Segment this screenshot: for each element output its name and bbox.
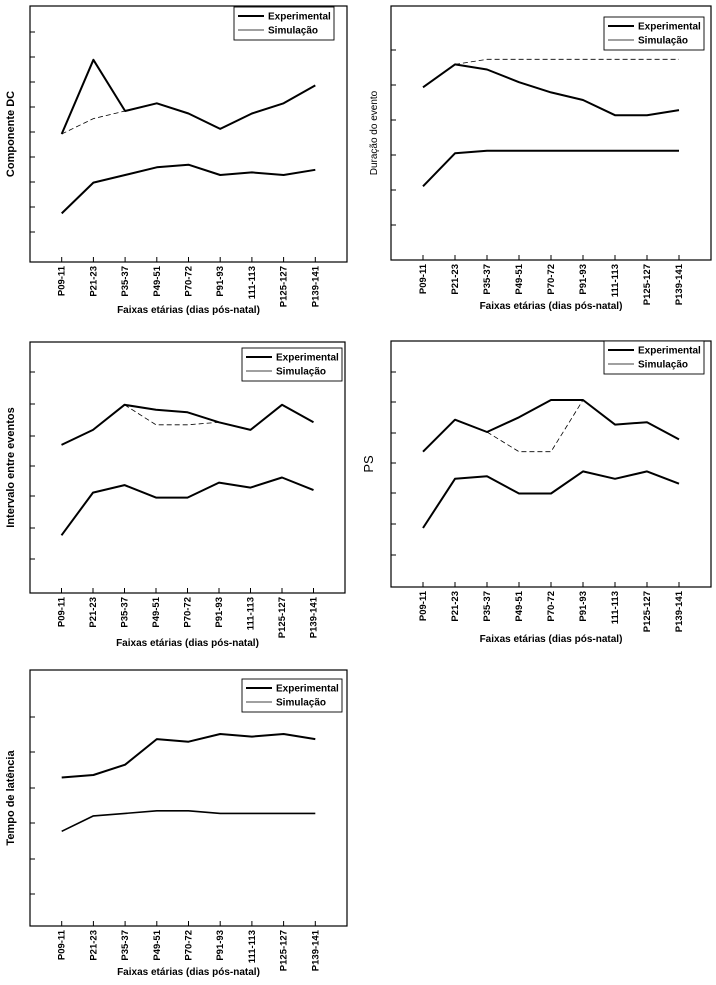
legend-label-experimental: Experimental [638,22,701,33]
plot-frame [29,5,348,263]
legend-label-experimental: Experimental [276,353,339,364]
series-line-experimental-upper [61,733,316,779]
legend-label-experimental: Experimental [276,684,339,695]
chart-2: P09-11 P21-23 P35-37 P49-51 P70-72 P91-93 111-… [369,5,712,312]
legend-label-experimental: Experimental [638,346,701,357]
x-tick-label: P125-127 [279,266,290,307]
y-axis-label: Componente DC [5,91,17,177]
series-line-experimental-upper [61,403,314,446]
y-axis-label: Duração do evento [369,90,380,175]
x-tick-label: P125-127 [642,591,653,632]
x-tick-label: P35-37 [482,264,493,295]
series-line-simulacao-dashed [486,399,584,453]
x-axis-label: Faixas etárias (dias pós-natal) [480,301,623,312]
x-axis-label: Faixas etárias (dias pós-natal) [116,638,259,649]
x-tick-label: P49-51 [152,265,163,296]
x-tick-label: P91-93 [215,930,226,961]
legend-label-experimental: Experimental [268,12,331,23]
series-line-experimental-lower [422,470,680,529]
legend-label-simulacao: Simulação [638,360,688,371]
x-tick-label: 111-113 [247,266,258,299]
x-tick-label: P49-51 [152,929,163,960]
x-tick-label: P21-23 [450,591,461,622]
x-tick-label: P21-23 [88,266,99,297]
series-line-simulacao-lower [61,809,316,833]
x-tick-label: P21-23 [88,597,99,628]
series-line-experimental-upper [422,399,680,453]
plot-frame [390,340,712,588]
legend: Experimental Simulação [233,6,335,41]
chart-3: P09-11 P21-23 P35-37 P49-51 P70-72 P91-93 111-… [5,341,346,649]
x-tick-label: P139-141 [674,590,685,632]
legend: Experimental Simulação [241,347,343,382]
y-axis-label: Tempo de latência [5,750,17,846]
x-tick-label: P49-51 [514,263,525,294]
x-tick-label: P91-93 [578,591,589,622]
x-tick-label: P70-72 [184,266,195,297]
legend-label-simulacao: Simulação [276,367,326,378]
y-axis-label: PS [361,455,376,473]
chart-4: P09-11 P21-23 P35-37 P49-51 P70-72 P91-93 111-… [361,340,712,645]
x-tick-label: P91-93 [578,264,589,295]
legend-box [241,678,343,713]
legend-label-simulacao: Simulação [268,26,318,37]
x-tick-label: 111-113 [610,591,621,624]
x-tick-label: P139-141 [674,263,685,305]
series-line-simulacao-dashed [454,58,679,65]
x-tick-label: P21-23 [88,930,99,961]
legend-box [603,16,705,51]
series-line-simulacao-dashed [61,110,126,135]
x-tick-label: P49-51 [514,590,525,621]
series-line-experimental-lower [60,476,314,536]
y-axis-label: Intervalo entre eventos [5,407,17,527]
x-tick-label: P35-37 [482,591,493,622]
x-tick-label: P91-93 [215,266,226,297]
legend-label-simulacao: Simulação [638,36,688,47]
chart-5: P09-11 P21-23 P35-37 P49-51 P70-72 P91-93 111-… [5,669,348,978]
x-tick-label: 111-113 [246,597,257,630]
legend-box [603,340,705,375]
x-tick-label: P21-23 [450,264,461,295]
x-axis-label: Faixas etárias (dias pós-natal) [117,967,260,978]
series-line-experimental-upper [422,63,680,117]
x-tick-label: P70-72 [546,264,557,295]
x-tick-label: P139-141 [309,596,320,638]
x-tick-label: P125-127 [277,597,288,638]
legend-label-simulacao: Simulação [276,698,326,709]
legend-box [233,6,335,41]
chart-1: P09-11 P21-23 P35-37 P49-51 P70-72 P91-93 111-… [5,5,348,316]
x-tick-label: P91-93 [214,597,225,628]
legend: Experimental Simulação [241,678,343,713]
series-line-experimental-lower [61,163,316,215]
x-tick-label: P35-37 [120,597,131,628]
x-tick-label: P35-37 [120,266,131,297]
legend: Experimental Simulação [603,16,705,51]
x-axis-label: Faixas etárias (dias pós-natal) [117,305,260,316]
legend: Experimental Simulação [603,340,705,375]
x-tick-label: P09-11 [418,263,429,294]
x-tick-label: P70-72 [546,591,557,622]
x-tick-label: 111-113 [247,930,258,963]
x-tick-label: P70-72 [183,597,194,628]
legend-box [241,347,343,382]
x-tick-label: P09-11 [57,265,68,296]
x-tick-label: P125-127 [642,264,653,305]
x-tick-label: P09-11 [57,929,68,960]
series-line-experimental-lower [422,149,679,187]
x-tick-label: P139-141 [310,265,321,307]
x-tick-label: P09-11 [418,590,429,621]
x-tick-label: P125-127 [279,930,290,971]
series-line-experimental-upper [60,58,316,135]
series-line-simulacao-dashed [124,404,220,426]
x-tick-label: P09-11 [57,596,68,627]
x-tick-label: P70-72 [184,930,195,961]
x-tick-label: P49-51 [151,596,162,627]
x-tick-label: P139-141 [310,929,321,971]
x-tick-label: P35-37 [120,930,131,961]
x-tick-label: 111-113 [610,264,621,297]
x-axis-label: Faixas etárias (dias pós-natal) [480,634,623,645]
